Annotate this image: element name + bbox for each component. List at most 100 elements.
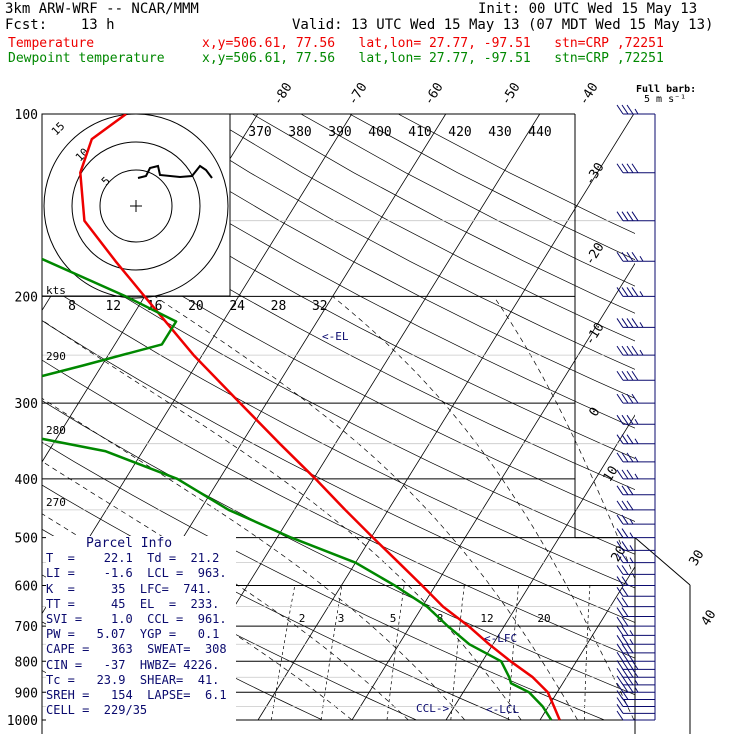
init-time: Init: 00 UTC Wed 15 May 13 xyxy=(478,1,698,17)
wind-barb-flag xyxy=(621,211,629,221)
parcel-info-row: K = 35 LFC= 741. xyxy=(46,581,213,596)
wind-barb-flag xyxy=(616,434,624,444)
dry-adiabat-label: 290 xyxy=(46,350,66,363)
wind-barb-flag xyxy=(621,252,629,262)
mixing-ratio-line xyxy=(386,585,405,721)
isotherm-label: -80 xyxy=(270,80,295,108)
wind-barb-flag xyxy=(616,587,624,597)
isotherm-label: -40 xyxy=(576,80,601,108)
wind-barb-flag xyxy=(616,710,624,721)
wind-barb-flag xyxy=(631,252,639,262)
hodograph-units-label: kts xyxy=(46,284,66,297)
wind-barb-half xyxy=(634,456,639,463)
moist-adiabat xyxy=(493,296,635,581)
wind-barb-half xyxy=(639,256,644,262)
pressure-label: 600 xyxy=(15,580,38,595)
wind-barb-flag xyxy=(616,626,624,636)
wind-barb-flag xyxy=(616,607,624,617)
wind-barb-flag xyxy=(621,393,629,404)
theta-e-label: 380 xyxy=(288,125,311,140)
wind-barb-half xyxy=(634,418,639,425)
temperature-scale-label: 12 xyxy=(105,299,121,314)
wind-barb-flag xyxy=(621,651,629,662)
wind-barb-flag xyxy=(621,660,629,670)
dewpoint-legend-label: Dewpoint temperature xyxy=(8,51,165,66)
wind-barb-flag xyxy=(626,370,634,381)
isotherm-line xyxy=(257,114,635,721)
barb-legend-units: 5 m s⁻¹ xyxy=(644,94,687,105)
isotherm-line xyxy=(539,566,635,721)
wind-barb-flag xyxy=(626,318,634,328)
forecast-hour: Fcst: 13 h xyxy=(5,17,115,33)
wind-barb-flag xyxy=(621,370,629,381)
mixing-ratio-line xyxy=(450,585,465,721)
dry-adiabat xyxy=(300,114,635,287)
temperature-scale-label: 32 xyxy=(312,299,328,314)
wind-barb-half xyxy=(634,679,639,686)
dry-adiabat xyxy=(154,114,635,370)
wind-barb-flag xyxy=(621,318,629,328)
wind-barb-flag xyxy=(616,565,624,575)
hodograph-ring xyxy=(99,169,173,243)
wind-barb-half xyxy=(634,438,639,444)
hodograph-ring xyxy=(71,141,201,271)
wind-barb-flag xyxy=(616,690,624,700)
wind-barb-half xyxy=(639,291,644,297)
dry-adiabat-label: 270 xyxy=(46,496,66,509)
wind-barb-flag xyxy=(616,345,624,356)
wind-barb-flag xyxy=(626,252,634,262)
wind-barb-flag xyxy=(626,643,634,654)
wind-barb-flag xyxy=(621,452,629,463)
theta-e-label: 420 xyxy=(448,125,471,140)
pressure-label: 900 xyxy=(15,686,38,701)
isotherm-line xyxy=(633,717,635,721)
wind-barb-flag xyxy=(626,434,634,444)
wind-barb-half xyxy=(629,630,634,636)
wind-barb-flag xyxy=(616,252,624,262)
wind-barb-flag xyxy=(616,635,624,645)
wind-barb-flag xyxy=(616,660,624,670)
wind-barb-flag xyxy=(616,616,624,627)
wind-barb-flag xyxy=(621,104,629,115)
wind-barb-flag xyxy=(616,675,624,686)
wind-barb-flag xyxy=(616,697,624,707)
hodograph-trace xyxy=(137,164,213,179)
wind-barb-flag xyxy=(631,345,639,356)
pressure-label: 300 xyxy=(15,397,38,412)
pressure-label: 100 xyxy=(15,108,38,123)
wind-barb-flag xyxy=(631,287,639,297)
wind-barb-flag xyxy=(616,318,624,328)
wind-barb-flag xyxy=(616,211,624,221)
ccl-marker: CCL-> xyxy=(416,702,449,715)
wind-barb-flag xyxy=(626,485,634,496)
mixing-ratio-label: 5 xyxy=(390,612,397,625)
valid-time: Valid: 13 UTC Wed 15 May 13 (07 MDT Wed … xyxy=(292,17,714,33)
lfc-marker: <-LFC xyxy=(484,632,517,645)
wind-barb-flag xyxy=(616,287,624,297)
parcel-info-row: PW = 5.07 YGP = 0.1 xyxy=(46,627,220,642)
parcel-info-row: CIN = -37 HWBZ= 4226. xyxy=(46,657,220,672)
wind-barb-flag xyxy=(616,393,624,404)
parcel-info-row: CELL = 229/35 xyxy=(46,703,148,718)
isotherm-label: -10 xyxy=(582,320,607,348)
wind-barb-flag xyxy=(616,163,624,174)
wind-barb-flag xyxy=(621,626,629,636)
wind-barb-flag xyxy=(621,635,629,645)
theta-e-label: 370 xyxy=(248,125,271,140)
wind-barb-flag xyxy=(621,565,629,575)
parcel-info-row: LI = -1.6 LCL = 963. xyxy=(46,566,227,581)
parcel-info-row: CAPE = 363 SWEAT= 308 xyxy=(46,642,227,657)
wind-barb-flag xyxy=(616,500,624,511)
wind-barb-flag xyxy=(621,500,629,511)
wind-barb-flag xyxy=(616,643,624,654)
wind-barb-flag xyxy=(621,607,629,617)
frame-diagonal xyxy=(634,537,691,586)
barb-legend-title: Full barb: xyxy=(636,84,697,95)
wind-barb-flag xyxy=(616,414,624,425)
temperature-scale-label: 20 xyxy=(188,299,204,314)
wind-barb-half xyxy=(629,518,634,525)
wind-barb-flag xyxy=(616,541,624,551)
wind-barb-flag xyxy=(626,211,634,221)
wind-barb-flag xyxy=(616,704,624,714)
mixing-ratio-line xyxy=(270,585,296,721)
